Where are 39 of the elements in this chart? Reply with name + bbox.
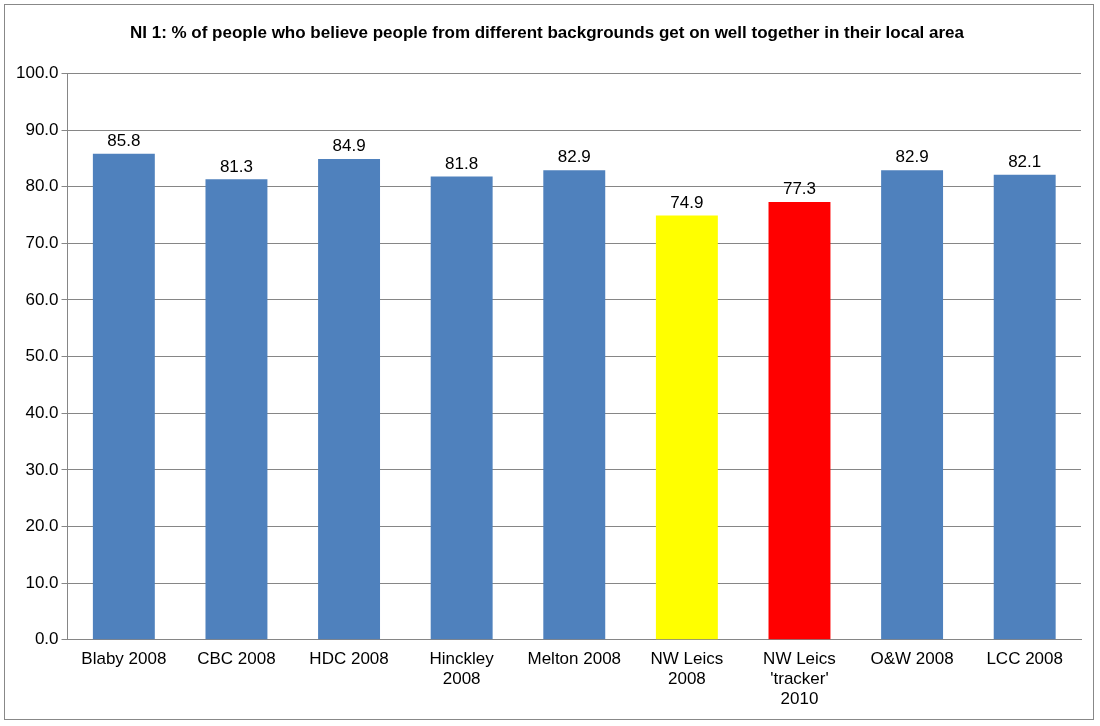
- data-label: 82.1: [1008, 151, 1042, 171]
- y-tick-label: 40.0: [25, 402, 59, 422]
- bar: [993, 174, 1056, 640]
- chart-title: NI 1: % of people who believe people from different backgrounds get on well together in their local area: [129, 22, 965, 42]
- x-tick-label: Melton 2008: [527, 648, 622, 668]
- y-tick-label: 80.0: [25, 176, 59, 196]
- y-tick-label: 10.0: [25, 572, 59, 592]
- y-tick-label: 70.0: [25, 233, 59, 253]
- bar: [430, 176, 493, 640]
- data-label: 81.8: [445, 153, 479, 173]
- bar: [543, 170, 606, 640]
- x-tick-label: HDC 2008: [309, 648, 389, 668]
- bar: [92, 153, 155, 640]
- y-tick-label: 90.0: [25, 119, 59, 139]
- x-tick-label: O&W 2008: [870, 648, 954, 668]
- data-label: 82.9: [557, 147, 591, 167]
- data-label: 84.9: [332, 136, 366, 156]
- y-tick-label: 100.0: [15, 63, 59, 83]
- data-label: 82.9: [895, 147, 929, 167]
- x-tick-label: CBC 2008: [197, 648, 276, 668]
- bar: [318, 158, 381, 640]
- data-label: 81.3: [219, 156, 253, 176]
- x-tick-label: NW Leics 'tracker' 2010: [763, 648, 836, 709]
- y-tick-label: 60.0: [25, 289, 59, 309]
- x-tick-label: LCC 2008: [986, 648, 1063, 668]
- bar: [655, 215, 718, 640]
- bar: [768, 201, 831, 640]
- x-tick-label: NW Leics 2008: [650, 648, 724, 689]
- y-tick-label: 30.0: [25, 459, 59, 479]
- data-label: 77.3: [782, 179, 817, 199]
- bar: [881, 170, 944, 640]
- data-label: 85.8: [107, 131, 141, 151]
- y-tick-label: 20.0: [25, 516, 59, 536]
- y-tick-label: 0.0: [34, 629, 59, 649]
- y-tick-label: 50.0: [25, 346, 59, 366]
- x-tick-label: Blaby 2008: [81, 648, 167, 668]
- bar: [205, 179, 268, 640]
- x-tick-label: Hinckley 2008: [429, 648, 495, 689]
- data-label: 74.9: [670, 192, 704, 212]
